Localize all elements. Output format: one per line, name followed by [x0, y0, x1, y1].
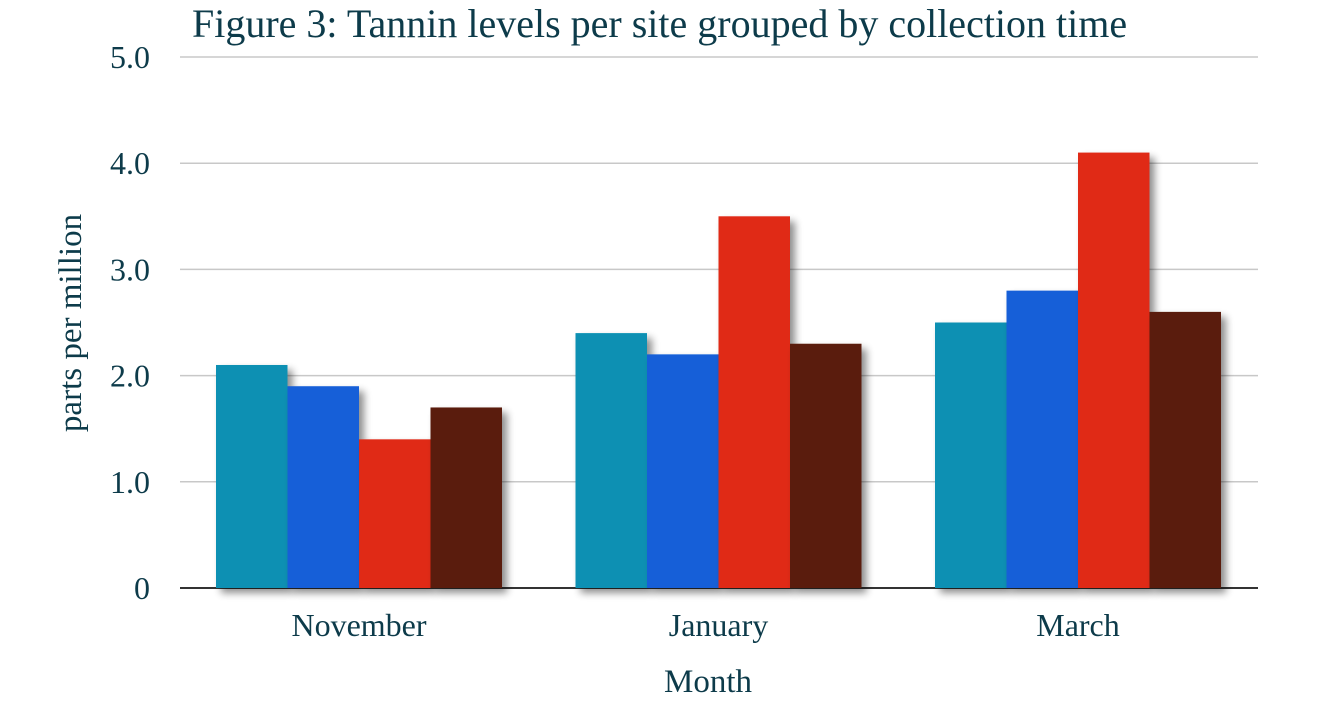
x-axis-ticks: November January March [291, 607, 1119, 643]
bar-march-site-1 [935, 322, 1007, 588]
y-tick-label: 0 [134, 570, 150, 606]
x-tick-label: January [669, 607, 769, 643]
y-tick-label: 2.0 [110, 358, 150, 394]
y-tick-label: 4.0 [110, 145, 150, 181]
bar-january-site-4 [790, 343, 862, 588]
y-tick-label: 3.0 [110, 251, 150, 287]
bar-march-site-3 [1078, 152, 1150, 588]
bar-march-site-2 [1006, 290, 1078, 588]
bar-november-site-4 [430, 407, 502, 588]
bars [216, 152, 1221, 589]
bar-january-site-3 [718, 216, 790, 589]
x-tick-label: March [1036, 607, 1120, 643]
chart-title: Figure 3: Tannin levels per site grouped… [192, 1, 1127, 46]
bar-january-site-1 [575, 333, 647, 588]
x-tick-label: November [291, 607, 426, 643]
y-axis-label: parts per million [53, 214, 89, 432]
y-axis-ticks: 0 1.0 2.0 3.0 4.0 5.0 [110, 39, 150, 606]
bar-march-site-4 [1149, 311, 1221, 588]
x-axis-label: Month [664, 664, 753, 700]
bar-january-site-2 [647, 354, 719, 588]
bar-november-site-1 [216, 364, 288, 588]
bar-november-site-3 [359, 439, 431, 588]
bar-november-site-2 [287, 386, 359, 588]
y-tick-label: 5.0 [110, 39, 150, 75]
y-tick-label: 1.0 [110, 464, 150, 500]
